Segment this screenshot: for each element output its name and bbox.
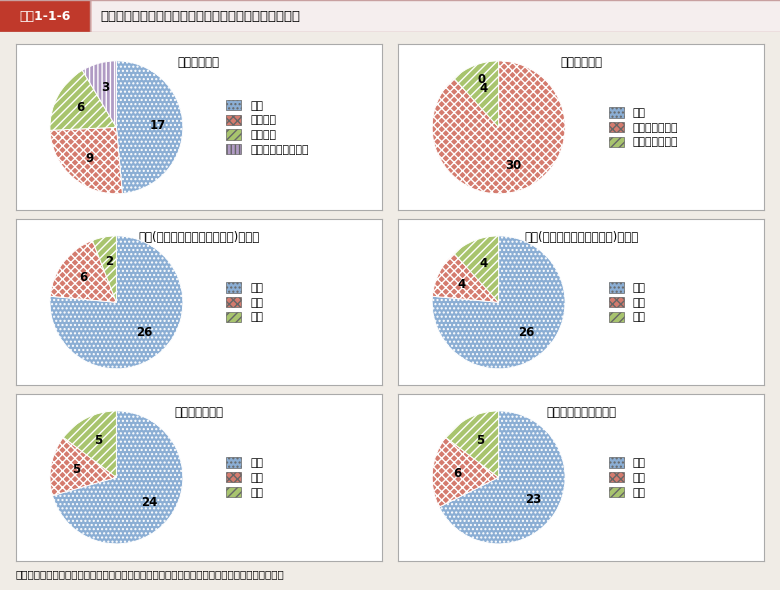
Wedge shape xyxy=(50,236,183,369)
Text: スライド式書架の移動: スライド式書架の移動 xyxy=(546,406,616,419)
Text: 3: 3 xyxy=(101,81,109,94)
Text: 什器(背の高いキャビネット等)の転倒: 什器(背の高いキャビネット等)の転倒 xyxy=(138,231,260,244)
Wedge shape xyxy=(432,253,498,302)
Wedge shape xyxy=(432,236,565,369)
Text: 4: 4 xyxy=(480,257,488,270)
Text: 26: 26 xyxy=(518,326,534,339)
Text: 17: 17 xyxy=(150,119,165,132)
Legend: なし, 少数ずれ, 少数落下, 少数ズレ＋少数落下: なし, 少数ずれ, 少数落下, 少数ズレ＋少数落下 xyxy=(226,100,309,155)
Text: 5: 5 xyxy=(476,434,484,447)
Wedge shape xyxy=(116,61,183,194)
Legend: なし, あり, 不明: なし, あり, 不明 xyxy=(608,457,645,497)
Wedge shape xyxy=(50,240,116,302)
Bar xyxy=(0,0,90,32)
Legend: なし, あり, 不明: なし, あり, 不明 xyxy=(226,457,263,497)
Text: 26: 26 xyxy=(136,326,152,339)
Wedge shape xyxy=(92,236,116,302)
Text: 高層ビル内の内装材の破損や家具，什器等の移動・転倒: 高層ビル内の内装材の破損や家具，什器等の移動・転倒 xyxy=(100,9,300,23)
Text: 9: 9 xyxy=(85,152,94,165)
Wedge shape xyxy=(52,411,183,544)
Wedge shape xyxy=(50,127,122,194)
Wedge shape xyxy=(50,70,116,130)
Legend: なし, あり, 不明: なし, あり, 不明 xyxy=(608,282,645,323)
Text: 30: 30 xyxy=(505,159,522,172)
Text: 出典：気象庁「高層ビル内の内装材の破損や家具，什器等の移動・転倒に関する聞き取り調査」: 出典：気象庁「高層ビル内の内装材の破損や家具，什器等の移動・転倒に関する聞き取り… xyxy=(16,569,285,579)
Text: 内装材の破損: 内装材の破損 xyxy=(560,56,602,69)
Text: コピー機の移動: コピー機の移動 xyxy=(175,406,223,419)
Text: 5: 5 xyxy=(72,463,80,476)
Text: 2: 2 xyxy=(105,255,113,268)
Text: 5: 5 xyxy=(94,434,102,447)
Text: 什器(テレビ等背の低いもの)の転倒: 什器(テレビ等背の低いもの)の転倒 xyxy=(524,231,638,244)
Text: 6: 6 xyxy=(76,101,84,114)
Wedge shape xyxy=(83,61,116,127)
Text: 6: 6 xyxy=(453,467,462,480)
Wedge shape xyxy=(63,411,116,477)
Text: 24: 24 xyxy=(141,496,158,509)
Text: 23: 23 xyxy=(526,493,542,506)
Wedge shape xyxy=(432,61,565,194)
Wedge shape xyxy=(454,236,498,302)
Wedge shape xyxy=(432,437,498,507)
Text: 4: 4 xyxy=(480,83,488,96)
Text: 図表1-1-6: 図表1-1-6 xyxy=(20,9,71,23)
Wedge shape xyxy=(454,61,498,127)
Wedge shape xyxy=(439,411,565,544)
Wedge shape xyxy=(50,437,116,496)
Text: 0: 0 xyxy=(478,73,486,86)
Wedge shape xyxy=(445,411,498,477)
Legend: なし, ヘアークラック, クラック＋剥離: なし, ヘアークラック, クラック＋剥離 xyxy=(608,107,678,148)
Legend: なし, あり, 不明: なし, あり, 不明 xyxy=(226,282,263,323)
Text: 天井材の被害: 天井材の被害 xyxy=(178,56,220,69)
Text: 4: 4 xyxy=(458,277,466,290)
Text: 6: 6 xyxy=(80,271,87,284)
